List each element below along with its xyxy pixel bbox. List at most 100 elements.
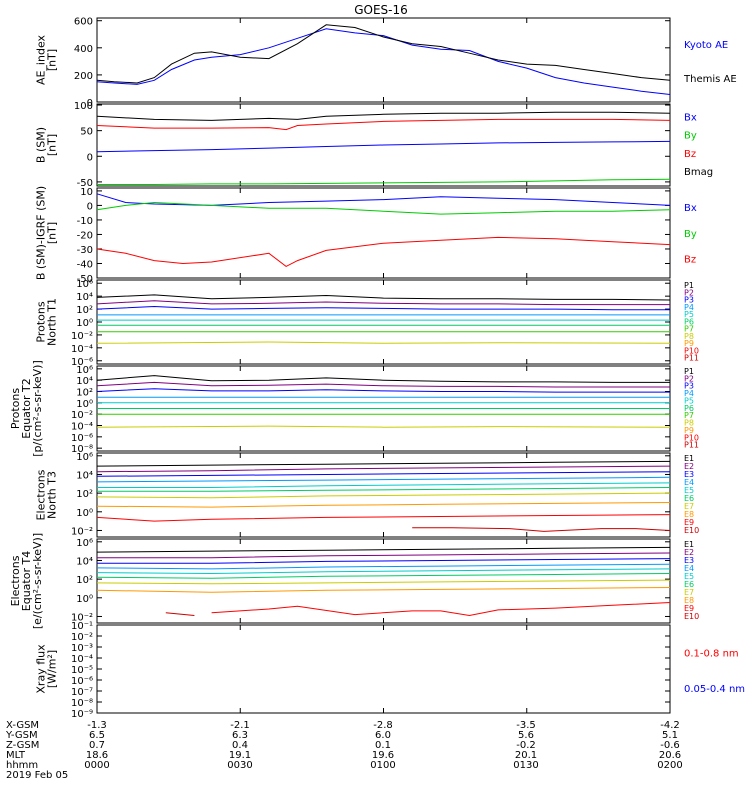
series-p2 [96,300,670,306]
series-e8 [96,502,671,508]
y-tick-label: 10⁻⁶ [71,357,93,368]
legend-e5: E5 [684,486,694,495]
legend-bx: Bx [684,112,697,123]
footer-table: X-GSM -1.3 -2.1 -2.8 -3.5 -4.2 Y-GSM 6.5 6.3 6.0 5… [5,720,683,781]
y-tick-label: 10⁶ [76,279,93,290]
legend-e6: E6 [684,580,694,589]
series-bz [96,236,671,267]
y-tick-label: 10⁻⁶ [71,433,93,444]
panel-bsm: -50 0 50 100 B (SM)[nT] Bx By Bz Bmag [35,101,714,189]
legend-bmag: Bmag [684,167,713,178]
legend-by: By [684,229,697,240]
series-bx [96,140,671,153]
legend-e4: E4 [684,478,694,487]
legend-e1: E1 [684,454,694,463]
y-axis-label: AE_index [35,34,48,85]
y-tick-label: 400 [74,44,93,55]
series-e4 [96,563,671,570]
y-tick-label: 0 [87,201,93,212]
legend-e5: E5 [684,572,694,581]
series-e3 [97,558,671,564]
legend-e6: E6 [684,494,694,503]
legend-0-05-0-4-nm: 0.05-0.4 nm [684,684,745,695]
y-axis-label: Protons [9,388,22,429]
series-e6 [97,487,671,492]
series-kyoto-ae [96,28,671,95]
footer-value: 0030 [227,760,252,771]
y-tick-label: 10⁻⁸ [71,444,93,455]
legend-bx: Bx [684,203,697,214]
legend-e7: E7 [684,588,694,597]
footer-label-hhmm: hhmm [6,760,38,771]
y-tick-label: 10⁻⁷ [71,687,93,698]
legend-p1: P1 [684,367,694,376]
series-e7 [96,579,671,585]
footer-value: 6.0 [375,730,391,741]
y-tick-label: 10⁰ [76,594,93,605]
legend-e3: E3 [684,556,694,565]
series-by [96,201,671,215]
footer-value: -0.6 [660,740,680,751]
footer-label-x-gsm: X-GSM [6,720,39,731]
y-tick-label: 10⁻² [71,526,93,537]
chart-title: GOES-16 [354,3,408,17]
footer-value: 5.1 [662,730,678,741]
legend-kyoto-ae: Kyoto AE [684,40,728,51]
series-p3 [96,388,670,393]
footer-value: 20.6 [659,750,681,761]
series-e8 [96,587,671,593]
y-axis-label: [W/m²] [46,650,59,688]
footer-value: 0100 [370,760,395,771]
y-axis-label: Electrons [9,555,22,606]
y-axis-label: [nT] [46,222,59,244]
y-tick-label: 10⁴ [76,376,93,387]
y-tick-label: -50 [77,178,93,189]
legend-p1: P1 [684,281,694,290]
series-e9 [211,602,671,617]
y-tick-label: -50 [77,274,93,285]
legend-p6: P6 [684,317,694,326]
legend-by: By [684,131,697,142]
legend-p8: P8 [684,419,694,428]
series-bx [96,193,671,206]
y-tick-label: 10⁻² [71,331,93,342]
y-tick-label: 10² [76,575,93,586]
y-axis-label: [e/(cm²-s-sr-keV)] [31,533,44,629]
y-tick-label: 10⁶ [76,452,93,463]
y-tick-label: 10⁻² [71,632,93,643]
series-e9 [96,514,671,522]
y-axis-label: North T1 [46,298,59,346]
legend-themis-ae: Themis AE [683,74,737,85]
legend-p7: P7 [684,411,694,420]
series-bmag [96,111,671,121]
y-tick-label: 10⁶ [76,538,93,549]
y-tick-label: 10⁰ [76,399,93,410]
y-tick-label: 10⁰ [76,318,93,329]
footer-value: -2.8 [373,720,393,731]
y-tick-label: 10² [76,388,93,399]
y-tick-label: 10⁻² [71,612,93,623]
series-e6 [96,573,671,579]
series-e10 [165,612,195,616]
series-e3 [96,471,671,477]
legend-p6: P6 [684,404,694,413]
legend-e10: E10 [684,612,699,621]
y-axis-label: Electrons [35,469,48,520]
footer-value: 0200 [657,760,682,771]
y-tick-label: 10⁻¹ [71,621,93,632]
legend-p11: P11 [684,441,699,450]
footer-value: -2.1 [230,720,250,731]
y-tick-label: 200 [74,71,93,82]
legend-p5: P5 [684,310,694,319]
legend-bz: Bz [684,255,696,266]
legend-e4: E4 [684,564,694,573]
footer-label-mlt: MLT [6,750,26,761]
series-by [97,178,671,185]
series-e1 [96,460,671,467]
footer-value: 5.6 [518,730,534,741]
footer-value: 0000 [84,760,109,771]
y-tick-label: -40 [77,259,93,270]
y-tick-label: -30 [77,245,93,256]
